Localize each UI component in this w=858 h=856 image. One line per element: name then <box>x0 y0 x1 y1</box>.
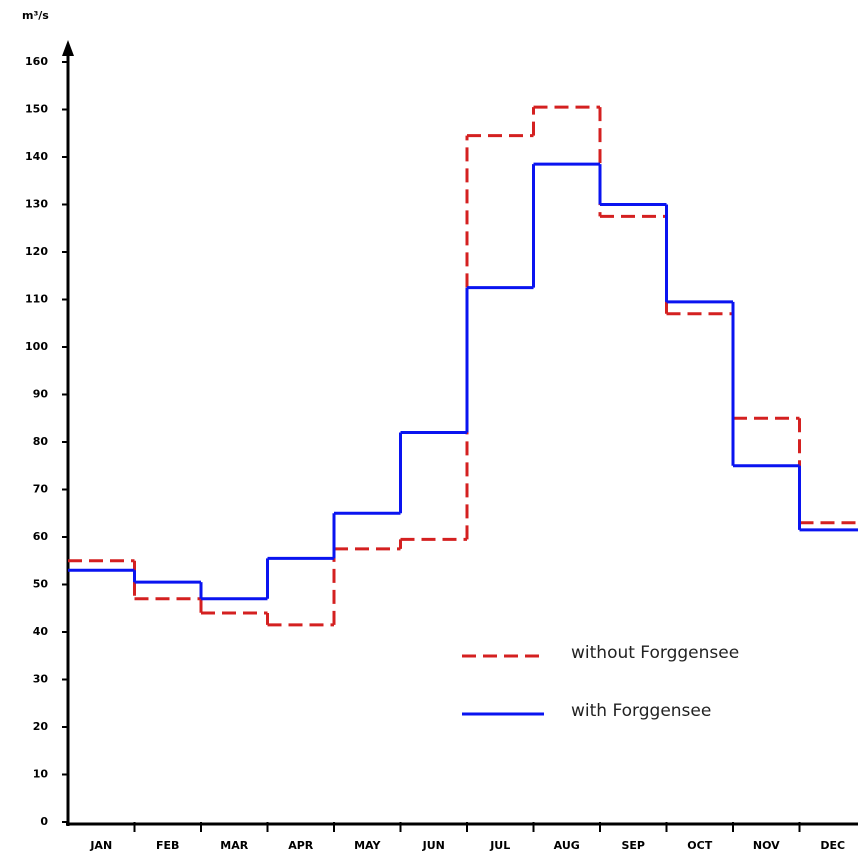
y-axis-label: m³/s <box>22 9 49 22</box>
x-tick-label: JAN <box>89 839 112 852</box>
y-tick-label: 90 <box>33 388 49 401</box>
y-tick-label: 120 <box>25 245 48 258</box>
y-tick-label: 110 <box>25 293 48 306</box>
y-tick-label: 70 <box>33 483 49 496</box>
y-tick-label: 0 <box>40 815 48 828</box>
x-tick-label: SEP <box>622 839 646 852</box>
x-tick-label: JUL <box>489 839 510 852</box>
x-tick-label: DEC <box>820 839 845 852</box>
x-tick-label: NOV <box>753 839 780 852</box>
y-tick-label: 80 <box>33 435 49 448</box>
y-tick-label: 130 <box>25 198 48 211</box>
x-tick-label: MAR <box>220 839 248 852</box>
x-tick-label: MAY <box>354 839 381 852</box>
y-tick-label: 10 <box>33 768 49 781</box>
x-tick-label: FEB <box>156 839 179 852</box>
y-tick-label: 50 <box>33 578 49 591</box>
legend-label: with Forggensee <box>571 701 711 721</box>
y-tick-label: 100 <box>25 340 48 353</box>
y-tick-label: 60 <box>33 530 49 543</box>
y-tick-label: 140 <box>25 150 48 163</box>
y-tick-label: 20 <box>33 720 49 733</box>
legend-label: without Forggensee <box>571 643 739 663</box>
y-tick-label: 40 <box>33 625 49 638</box>
y-tick-label: 160 <box>25 55 48 68</box>
y-axis-arrow <box>62 40 74 56</box>
x-tick-label: JUN <box>422 839 445 852</box>
x-tick-label: AUG <box>554 839 580 852</box>
x-tick-label: OCT <box>687 839 712 852</box>
y-tick-label: 30 <box>33 673 49 686</box>
y-tick-label: 150 <box>25 103 48 116</box>
x-tick-label: APR <box>288 839 314 852</box>
